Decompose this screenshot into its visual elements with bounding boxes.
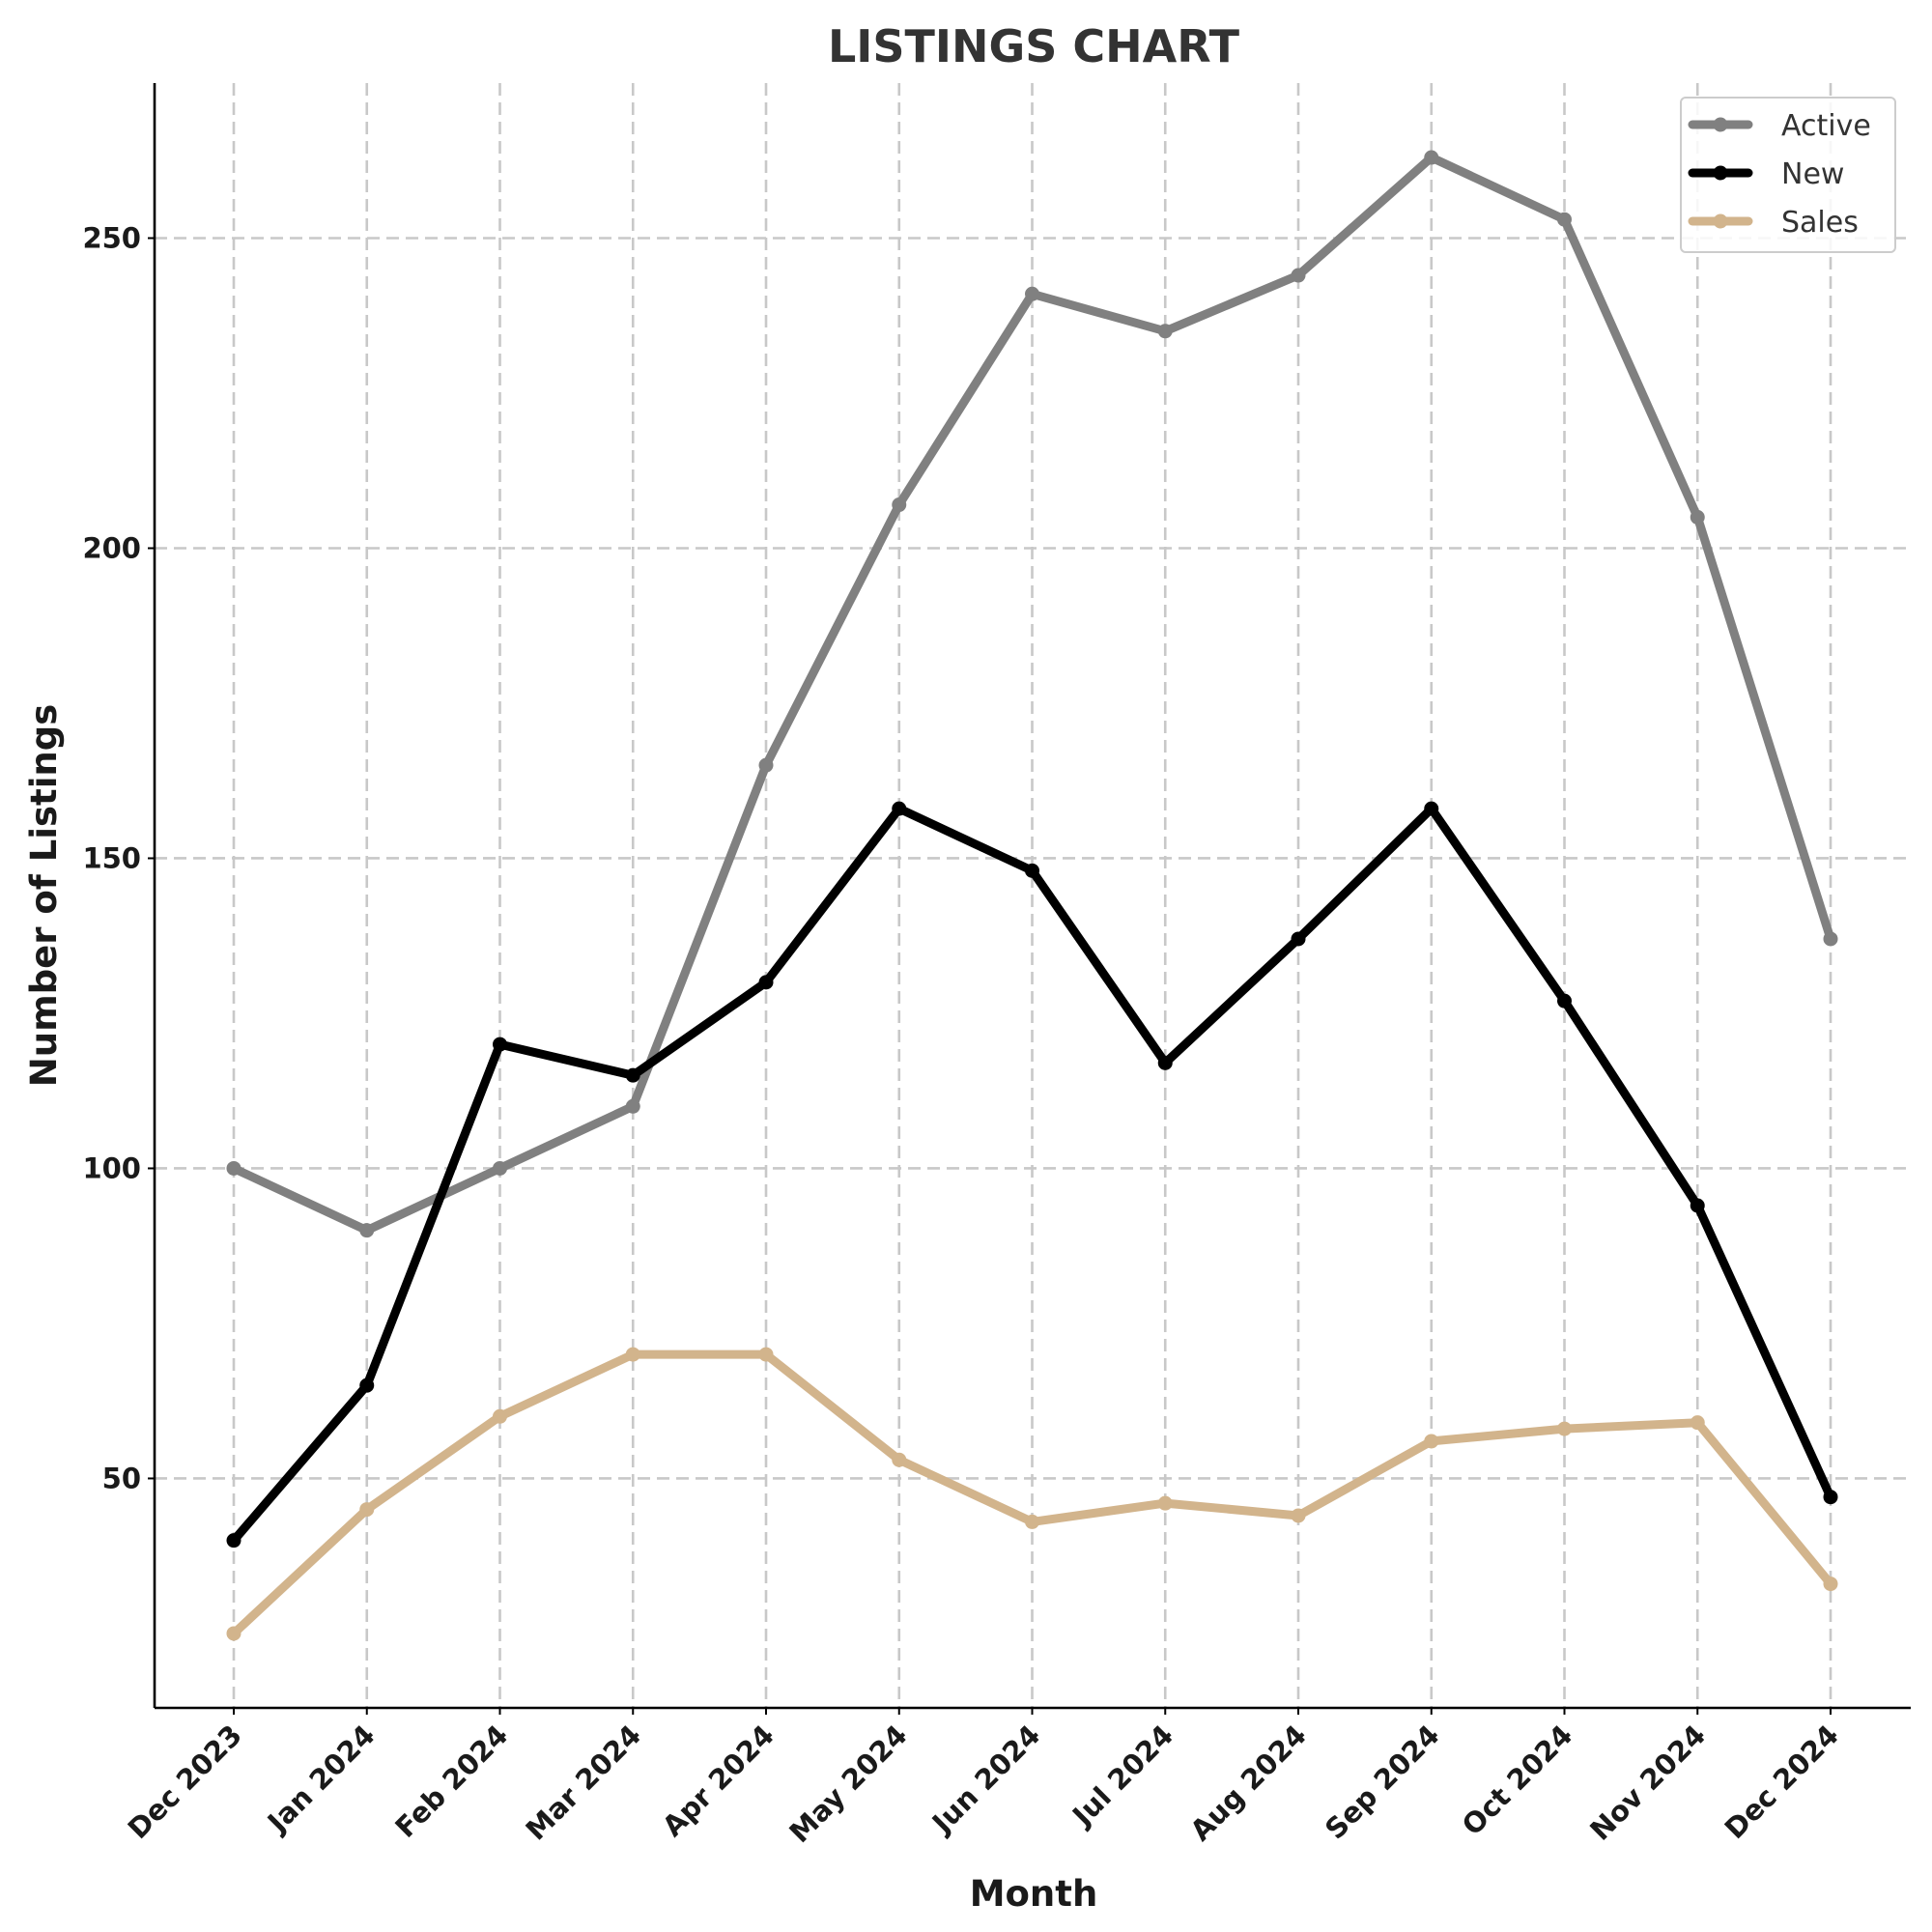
legend-label: Active [1781,109,1871,143]
data-point-active [1823,931,1838,947]
legend-swatch-marker [1713,117,1728,132]
y-tick-label: 200 [82,531,141,564]
data-point-sales [1823,1577,1838,1592]
y-tick-label: 100 [82,1151,141,1184]
legend-swatch-marker [1713,165,1728,181]
data-point-sales [493,1408,507,1424]
x-axis-label: Month [970,1873,1098,1915]
y-axis-label: Number of Listings [23,704,65,1087]
x-tick-label: Mar 2024 [520,1719,648,1847]
data-point-new [1424,801,1439,816]
data-point-new [1157,1055,1173,1070]
data-point-active [625,1098,640,1114]
legend-swatch-marker [1713,213,1728,229]
data-point-new [1557,993,1572,1009]
x-tick-label: Dec 2024 [1719,1719,1845,1845]
data-point-new [892,801,907,816]
data-point-new [359,1378,375,1393]
series-new [226,801,1838,1548]
legend-box [1680,97,1896,253]
data-point-active [1557,212,1572,227]
data-point-sales [1025,1514,1039,1529]
data-point-sales [226,1626,242,1641]
data-point-sales [1424,1434,1439,1449]
data-point-sales [625,1347,640,1362]
data-point-active [1424,150,1439,165]
legend-item-new: New [1688,157,1844,191]
data-point-sales [1557,1421,1572,1436]
series-active [226,150,1838,1238]
grid-layer [155,83,1911,1708]
data-point-active [1157,324,1173,339]
data-point-sales [892,1452,907,1467]
data-point-sales [1690,1415,1705,1431]
data-point-new [1025,863,1039,878]
x-tick-label: Feb 2024 [388,1719,514,1844]
y-tick-label: 50 [102,1462,141,1494]
legend-item-sales: Sales [1688,206,1859,240]
x-tick-label: Aug 2024 [1184,1719,1313,1847]
data-point-new [226,1533,242,1548]
data-point-active [1690,509,1705,525]
data-point-new [758,975,774,990]
data-point-sales [359,1502,375,1518]
data-point-new [1690,1198,1705,1213]
data-point-new [1823,1490,1838,1505]
y-tick-label: 150 [82,841,141,874]
x-tick-label: Sep 2024 [1319,1719,1446,1846]
series-sales [226,1347,1838,1641]
legend-label: Sales [1781,206,1859,240]
x-tick-label: Jan 2024 [260,1719,382,1840]
data-point-sales [1157,1495,1173,1511]
legend-label: New [1781,157,1844,191]
legend: Active New Sales [1680,97,1896,253]
series-layer [226,150,1838,1641]
data-point-active [892,497,907,513]
data-point-sales [758,1347,774,1362]
data-point-active [226,1160,242,1176]
data-point-new [493,1037,507,1052]
x-tick-label: Apr 2024 [656,1719,781,1843]
x-tick-label: Dec 2023 [122,1719,248,1845]
legend-item-active: Active [1688,109,1871,143]
data-point-new [1291,931,1306,947]
data-point-new [625,1067,640,1083]
x-tick-label: Oct 2024 [1456,1719,1579,1842]
data-point-active [359,1223,375,1238]
chart-title: LISTINGS CHART [828,20,1240,72]
x-tick-label: Nov 2024 [1583,1719,1712,1847]
data-point-active [493,1160,507,1176]
x-tick-label: May 2024 [782,1719,913,1849]
data-point-active [758,757,774,773]
y-tick-label: 250 [82,221,141,254]
data-point-sales [1291,1508,1306,1523]
data-point-active [1025,286,1039,301]
data-point-active [1291,268,1306,283]
x-tick-label: Jun 2024 [924,1719,1046,1840]
x-tick-label: Jul 2024 [1065,1719,1179,1833]
